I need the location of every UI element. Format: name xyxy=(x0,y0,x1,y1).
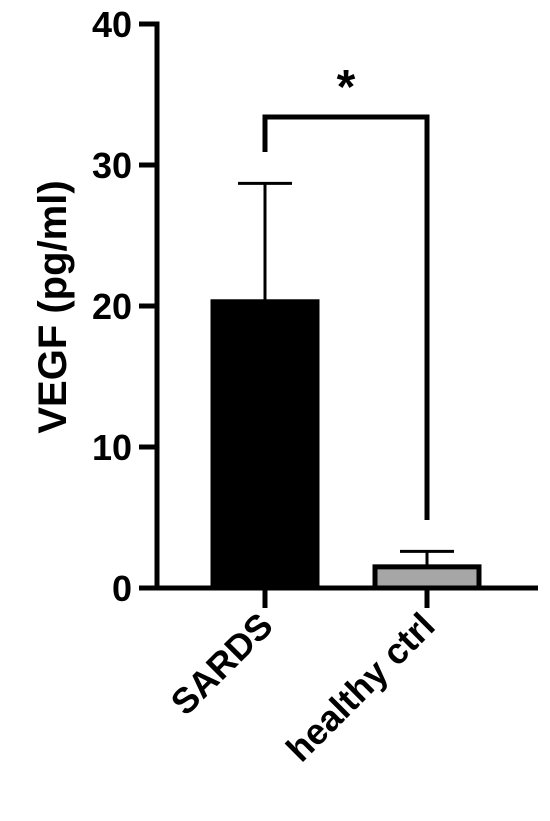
significance-bracket: * xyxy=(262,61,430,520)
y-tick-label: 30 xyxy=(92,145,132,186)
y-tick-label: 10 xyxy=(92,427,132,468)
bar-healthy-ctrl xyxy=(372,564,482,591)
y-tick-label: 0 xyxy=(112,568,132,609)
bar-sards xyxy=(210,299,320,591)
y-ticks: 0 10 20 30 40 xyxy=(92,4,157,609)
bars xyxy=(210,299,482,591)
x-tick-label: healthy ctrl xyxy=(278,605,443,770)
y-axis-label: VEGF (pg/ml) xyxy=(31,180,75,433)
y-tick-label: 40 xyxy=(92,4,132,45)
significance-bracket-line xyxy=(262,114,430,520)
error-bars xyxy=(238,181,454,567)
y-tick-label: 20 xyxy=(92,286,132,327)
x-tick-label: SARDS xyxy=(163,605,281,723)
significance-star: * xyxy=(337,61,356,114)
